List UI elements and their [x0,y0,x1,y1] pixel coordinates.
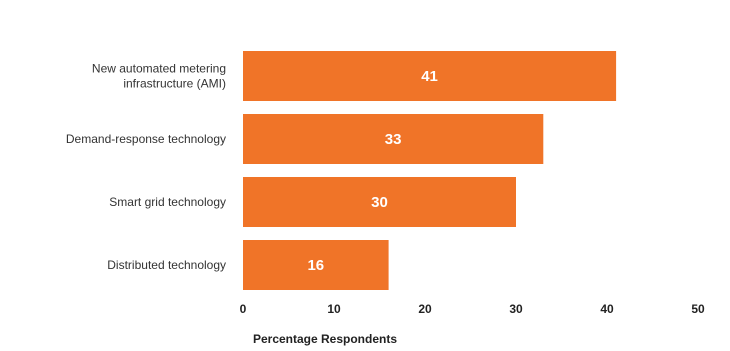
data-label-3: 16 [307,257,324,274]
bar-0 [243,51,617,101]
x-tick-label-2: 20 [418,302,432,316]
bar-2 [243,177,516,227]
x-tick-label-1: 10 [327,302,341,316]
category-label-3: Distributed technology [107,258,226,272]
category-label-1: Demand-response technology [66,132,226,146]
x-tick-label-5: 50 [691,302,705,316]
x-axis-ticks: 0 10 20 30 40 50 [240,302,705,316]
data-label-2: 30 [371,194,388,211]
data-labels: 41 33 30 16 [307,68,437,274]
category-label-0-line-0: New automated metering [92,62,226,76]
x-tick-label-0: 0 [240,302,247,316]
data-label-0: 41 [421,68,438,85]
bars [243,51,617,290]
x-axis-title: Percentage Respondents [253,332,397,346]
category-label-0-line-1: infrastructure (AMI) [123,77,226,91]
data-label-1: 33 [385,131,402,148]
x-tick-label-3: 30 [509,302,523,316]
x-tick-label-4: 40 [600,302,614,316]
category-label-2: Smart grid technology [109,195,226,209]
bar-3 [243,240,389,290]
bar-1 [243,114,544,164]
